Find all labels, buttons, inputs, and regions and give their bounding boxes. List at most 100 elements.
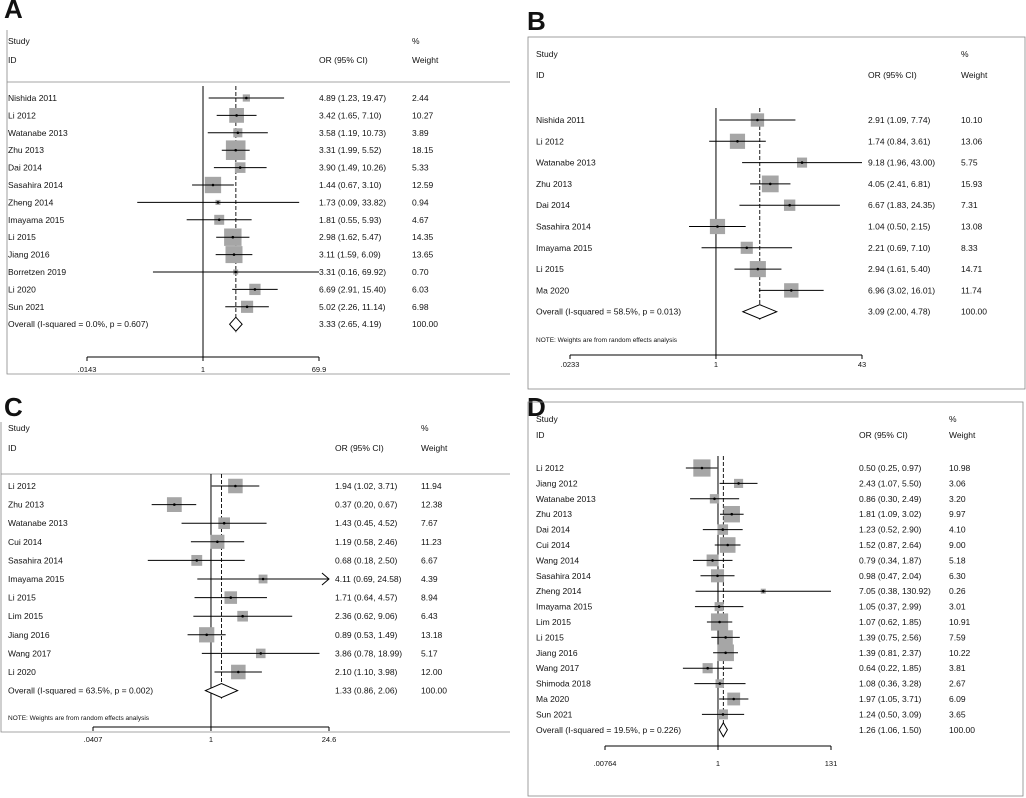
x-axis-tick-label: .0143 [78, 365, 97, 374]
study-weight: 0.94 [412, 197, 429, 207]
x-axis-tick-label: 1 [209, 735, 213, 744]
study-or-ci: 6.67 (1.83, 24.35) [868, 200, 935, 210]
study-weight: 5.33 [412, 163, 429, 173]
header-weight: Weight [412, 55, 439, 65]
overall-diamond [204, 683, 239, 699]
point-estimate [205, 633, 208, 637]
study-row: Li 2012 0.50 (0.25, 0.97) 10.98 [536, 459, 971, 477]
x-axis-tick-label: .0233 [561, 360, 580, 369]
study-name: Wang 2014 [536, 555, 579, 565]
point-estimate [241, 614, 244, 618]
study-name: Imayama 2015 [8, 215, 64, 225]
point-estimate [229, 596, 233, 599]
point-estimate [713, 497, 716, 501]
overall-or-ci: 1.26 (1.06, 1.50) [859, 725, 922, 735]
study-row: Wang 2014 0.79 (0.34, 1.87) 5.18 [536, 554, 966, 567]
overall-row: Overall (I-squared = 63.5%, p = 0.002) 1.… [8, 683, 447, 699]
study-weight: 11.23 [421, 537, 442, 547]
study-or-ci: 3.90 (1.49, 10.26) [319, 163, 386, 173]
study-name: Jiang 2016 [8, 630, 50, 640]
study-or-ci: 2.10 (1.10, 3.98) [335, 667, 398, 677]
header-id: ID [536, 70, 545, 80]
point-estimate [756, 267, 760, 271]
study-or-ci: 1.73 (0.09, 33.82) [319, 197, 386, 207]
study-or-ci: 0.98 (0.47, 2.04) [859, 571, 922, 581]
point-estimate [721, 713, 725, 716]
header-study: Study [8, 423, 30, 433]
study-weight: 7.67 [421, 518, 438, 528]
study-weight: 3.89 [412, 128, 429, 138]
point-estimate [789, 289, 793, 292]
study-name: Zheng 2014 [8, 197, 54, 207]
header-or: OR (95% CI) [859, 430, 908, 440]
header-percent: % [421, 423, 429, 433]
study-weight: 12.38 [421, 500, 443, 510]
study-weight: 0.70 [412, 267, 429, 277]
overall-label: Overall (I-squared = 63.5%, p = 0.002) [8, 686, 153, 696]
header-percent: % [961, 49, 969, 59]
study-or-ci: 6.96 (3.02, 16.01) [868, 285, 935, 295]
study-row: Li 2020 6.69 (2.91, 15.40) 6.03 [8, 283, 429, 296]
study-weight: 13.65 [412, 250, 434, 260]
study-or-ci: 3.42 (1.65, 7.10) [319, 110, 382, 120]
study-row: Dai 2014 1.23 (0.52, 2.90) 4.10 [536, 524, 966, 535]
study-name: Cui 2014 [8, 537, 42, 547]
overall-label: Overall (I-squared = 58.5%, p = 0.013) [536, 307, 681, 317]
study-weight: 3.20 [949, 494, 966, 504]
study-name: Ma 2020 [536, 694, 569, 704]
study-or-ci: 1.97 (1.05, 3.71) [859, 694, 922, 704]
study-weight: 14.71 [961, 264, 983, 274]
study-or-ci: 4.05 (2.41, 6.81) [868, 179, 931, 189]
study-or-ci: 1.39 (0.81, 2.37) [859, 648, 922, 658]
header-weight: Weight [961, 70, 988, 80]
study-row: Sun 2021 1.24 (0.50, 3.09) 3.65 [536, 709, 966, 719]
study-or-ci: 2.43 (1.07, 5.50) [859, 478, 922, 488]
study-name: Zhu 2013 [536, 179, 572, 189]
point-estimate [245, 96, 248, 100]
study-row: Cui 2014 1.52 (0.87, 2.64) 9.00 [536, 537, 966, 553]
study-or-ci: 9.18 (1.96, 43.00) [868, 158, 935, 168]
study-weight: 14.35 [412, 232, 434, 242]
study-name: Shimoda 2018 [536, 679, 591, 689]
point-estimate [173, 503, 176, 506]
x-axis-tick-label: 43 [858, 360, 866, 369]
study-row: Li 2015 1.39 (0.75, 2.56) 7.59 [536, 630, 966, 645]
study-row: Lim 2015 1.07 (0.62, 1.85) 10.91 [536, 613, 971, 631]
study-weight: 4.39 [421, 574, 438, 584]
header-study: Study [536, 49, 558, 59]
panel-frame [0, 422, 510, 733]
header-weight: Weight [949, 430, 976, 440]
study-row: Li 2015 2.94 (1.61, 5.40) 14.71 [536, 261, 983, 278]
study-name: Sasahira 2014 [536, 571, 591, 581]
study-name: Jiang 2012 [536, 478, 578, 488]
study-weight: 8.94 [421, 593, 438, 603]
study-row: Dai 2014 3.90 (1.49, 10.26) 5.33 [8, 162, 429, 173]
x-axis-tick-label: 1 [201, 365, 205, 374]
study-weight: 15.93 [961, 179, 983, 189]
study-row: Sun 2021 5.02 (2.26, 11.14) 6.98 [8, 300, 429, 313]
study-name: Nishida 2011 [536, 115, 585, 125]
study-row: Zhu 2013 0.37 (0.20, 0.67) 12.38 [8, 497, 443, 512]
study-name: Watanabe 2013 [536, 158, 596, 168]
point-estimate [711, 559, 714, 562]
study-weight: 10.22 [949, 648, 971, 658]
header-percent: % [949, 414, 957, 424]
study-row: Watanabe 2013 3.58 (1.19, 10.73) 3.89 [8, 128, 429, 138]
point-estimate [788, 203, 791, 207]
study-or-ci: 1.71 (0.64, 4.57) [335, 593, 398, 603]
study-name: Watanabe 2013 [536, 494, 596, 504]
study-weight: 4.10 [949, 525, 966, 535]
study-weight: 6.09 [949, 694, 966, 704]
forest-panel-d: D Study ID OR (95% CI)% Weight Li 2012 0.50 (… [527, 392, 1026, 798]
overall-weight: 100.00 [961, 307, 987, 317]
point-estimate [245, 305, 249, 309]
overall-or-ci: 3.33 (2.65, 4.19) [319, 319, 382, 329]
study-row: Li 2012 1.74 (0.84, 3.61) 13.06 [536, 133, 983, 149]
study-name: Imayama 2015 [536, 602, 592, 612]
study-or-ci: 2.21 (0.69, 7.10) [868, 243, 931, 253]
study-weight: 10.98 [949, 463, 971, 473]
study-or-ci: 1.08 (0.36, 3.28) [859, 679, 922, 689]
x-axis-tick-label: 1 [714, 360, 718, 369]
study-name: Zheng 2014 [536, 586, 582, 596]
point-estimate [737, 482, 740, 485]
